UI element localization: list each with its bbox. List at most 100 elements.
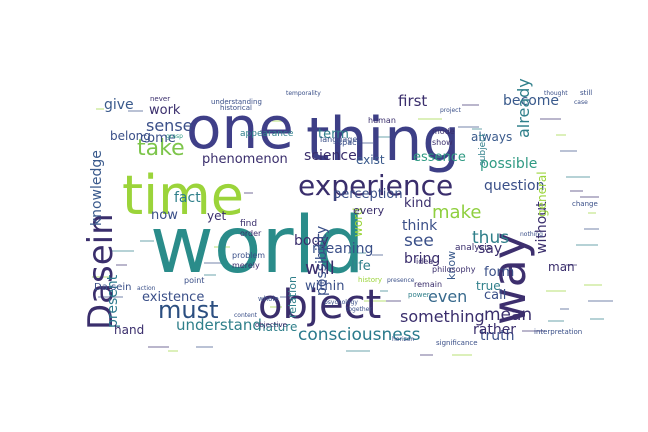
filler-word-mark [452, 354, 472, 356]
cloud-word: experience [298, 169, 453, 202]
cloud-word: understanding [211, 98, 262, 106]
cloud-word: find [240, 219, 257, 229]
cloud-word: mean [484, 305, 532, 325]
filler-word-mark [128, 110, 143, 112]
cloud-word: case [574, 99, 588, 106]
filler-word-mark [420, 354, 433, 356]
filler-word-mark [522, 330, 545, 332]
cloud-word: work [149, 103, 181, 118]
cloud-word: whole [258, 295, 279, 303]
cloud-word: order [240, 229, 262, 238]
cloud-word: science [304, 148, 357, 164]
cloud-word: first [398, 92, 427, 110]
cloud-word: together [346, 306, 372, 313]
filler-word-mark [472, 128, 482, 130]
cloud-word: hand [114, 323, 144, 337]
filler-word-mark [92, 276, 110, 278]
filler-word-mark [376, 136, 396, 138]
filler-word-mark [372, 254, 383, 256]
cloud-word: word [351, 208, 365, 238]
cloud-word: exist [356, 153, 385, 167]
cloud-word: action [137, 285, 156, 292]
filler-word-mark [576, 244, 598, 246]
cloud-word: thought [544, 90, 568, 97]
filler-word-mark [584, 284, 602, 286]
filler-word-mark [270, 306, 282, 308]
cloud-word: relation [286, 276, 299, 318]
cloud-word: problem [232, 251, 265, 260]
cloud-word: knowledge [89, 150, 105, 226]
cloud-word: always [471, 130, 512, 144]
cloud-word: understand [176, 316, 262, 334]
filler-word-mark [96, 108, 104, 110]
filler-word-mark [204, 262, 227, 264]
filler-word-mark [540, 118, 561, 120]
filler-word-mark [244, 192, 253, 194]
cloud-word: thus [472, 228, 509, 248]
cloud-word: philosophy [432, 265, 476, 274]
filler-word-mark [260, 130, 285, 132]
filler-word-mark [418, 118, 442, 120]
filler-word-mark [380, 290, 388, 292]
cloud-word: man [548, 260, 575, 274]
cloud-word: even [428, 287, 467, 306]
cloud-word: every [353, 204, 385, 217]
cloud-word: essence [413, 150, 466, 165]
filler-word-mark [462, 104, 479, 106]
filler-word-mark [364, 300, 386, 302]
cloud-word: life [351, 259, 371, 274]
filler-word-mark [98, 296, 123, 298]
cloud-word: term [318, 127, 349, 142]
cloud-word: phenomenon [202, 152, 288, 167]
cloud-word: Dasein [81, 213, 121, 330]
filler-word-mark [590, 318, 604, 320]
filler-word-mark [588, 300, 613, 302]
cloud-word: rather [473, 322, 516, 338]
filler-word-mark [556, 134, 566, 136]
cloud-word: possibility [314, 226, 330, 296]
filler-word-mark [196, 346, 213, 348]
cloud-word: belong [110, 129, 151, 143]
cloud-word: truth [480, 328, 514, 344]
filler-word-mark [272, 120, 286, 122]
filler-word-mark [346, 350, 370, 352]
cloud-word: kind [404, 196, 432, 211]
cloud-word: call [484, 288, 506, 303]
filler-word-mark [570, 190, 583, 192]
cloud-word: something [400, 307, 485, 326]
cloud-word: give [104, 97, 134, 113]
cloud-word: world [150, 201, 365, 291]
filler-word-mark [204, 274, 216, 276]
cloud-word: Da sein [94, 282, 132, 293]
cloud-word: nature [258, 320, 297, 334]
cloud-word: question [484, 178, 544, 194]
cloud-word: space [338, 138, 362, 147]
cloud-word: show [432, 138, 453, 147]
cloud-word: sense [146, 116, 193, 135]
cloud-word: say [478, 241, 502, 257]
cloud-word: present [105, 274, 121, 328]
filler-word-mark [168, 350, 178, 352]
cloud-word: now [151, 208, 178, 223]
filler-word-mark [584, 228, 599, 230]
filler-word-mark [148, 346, 169, 348]
cloud-word: perception [333, 187, 403, 202]
cloud-word: never [150, 95, 170, 103]
cloud-word: merely [232, 261, 260, 270]
cloud-word: bring [404, 251, 440, 267]
cloud-word: become [503, 93, 559, 109]
cloud-word: will [305, 258, 335, 279]
cloud-word: project [440, 107, 461, 114]
cloud-word: significance [436, 339, 478, 347]
cloud-word: history [358, 276, 382, 284]
cloud-word: content [234, 312, 258, 319]
cloud-word: remain [414, 280, 442, 289]
cloud-word: analysis [455, 243, 492, 253]
cloud-word: consciousness [298, 325, 421, 345]
cloud-word: horizon [392, 336, 414, 343]
filler-word-mark [140, 240, 154, 242]
cloud-word: yet [207, 209, 226, 223]
cloud-word: grasp [166, 133, 183, 140]
cloud-word: within [305, 279, 344, 294]
